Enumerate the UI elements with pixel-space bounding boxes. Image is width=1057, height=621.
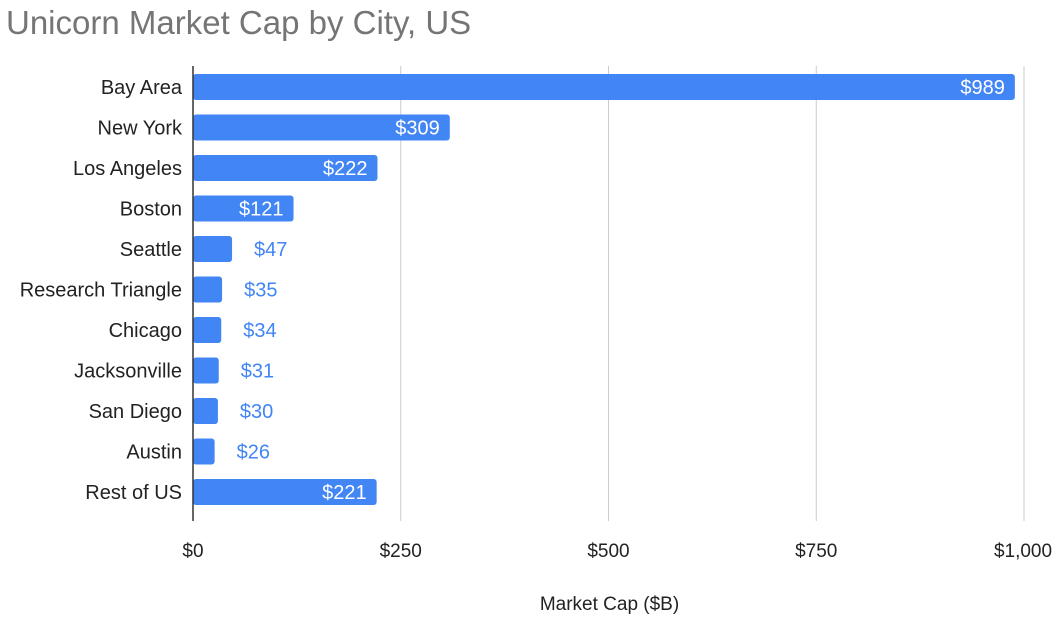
bar [193, 236, 233, 262]
bar [193, 276, 223, 303]
data-label: $309 [395, 118, 440, 140]
data-label: $31 [241, 361, 274, 383]
data-label: $26 [237, 442, 270, 464]
x-tick-label: $750 [795, 541, 837, 562]
data-label: $47 [254, 239, 287, 261]
chart-title: Unicorn Market Cap by City, US [6, 4, 472, 41]
x-tick-label: $250 [380, 541, 422, 562]
category-label: Bay Area [101, 77, 183, 99]
data-label: $30 [240, 401, 273, 423]
x-tick-label: $1,000 [994, 541, 1052, 562]
category-label: Chicago [109, 320, 182, 342]
category-label: Seattle [120, 239, 182, 261]
category-label: Jacksonville [74, 361, 182, 383]
category-label: Research Triangle [20, 280, 182, 302]
data-label: $35 [244, 280, 277, 302]
category-label: New York [98, 118, 183, 140]
data-label: $222 [323, 158, 368, 180]
bar [193, 479, 377, 505]
category-label: Rest of US [85, 482, 182, 504]
x-tick-label: $0 [182, 541, 203, 562]
bar [193, 195, 294, 222]
data-label: $989 [960, 77, 1005, 99]
bar [193, 74, 1015, 100]
bar [193, 398, 218, 424]
bar [193, 438, 215, 465]
data-label: $34 [243, 320, 276, 342]
labels: $0 $250 $500 $750 $1,000 Bay Area $989 New York… [20, 77, 1052, 615]
bar [193, 155, 378, 181]
bar [193, 317, 222, 343]
bar [193, 114, 450, 141]
x-tick-label: $500 [587, 541, 629, 562]
bar [193, 357, 219, 384]
data-label: $121 [239, 199, 284, 221]
category-label: Austin [126, 442, 182, 464]
bars [193, 74, 1015, 505]
category-label: San Diego [89, 401, 182, 423]
x-axis-title: Market Cap ($B) [540, 594, 679, 615]
data-label: $221 [322, 482, 367, 504]
category-label: Los Angeles [73, 158, 182, 180]
category-label: Boston [120, 199, 182, 221]
gridlines [400, 66, 1025, 521]
